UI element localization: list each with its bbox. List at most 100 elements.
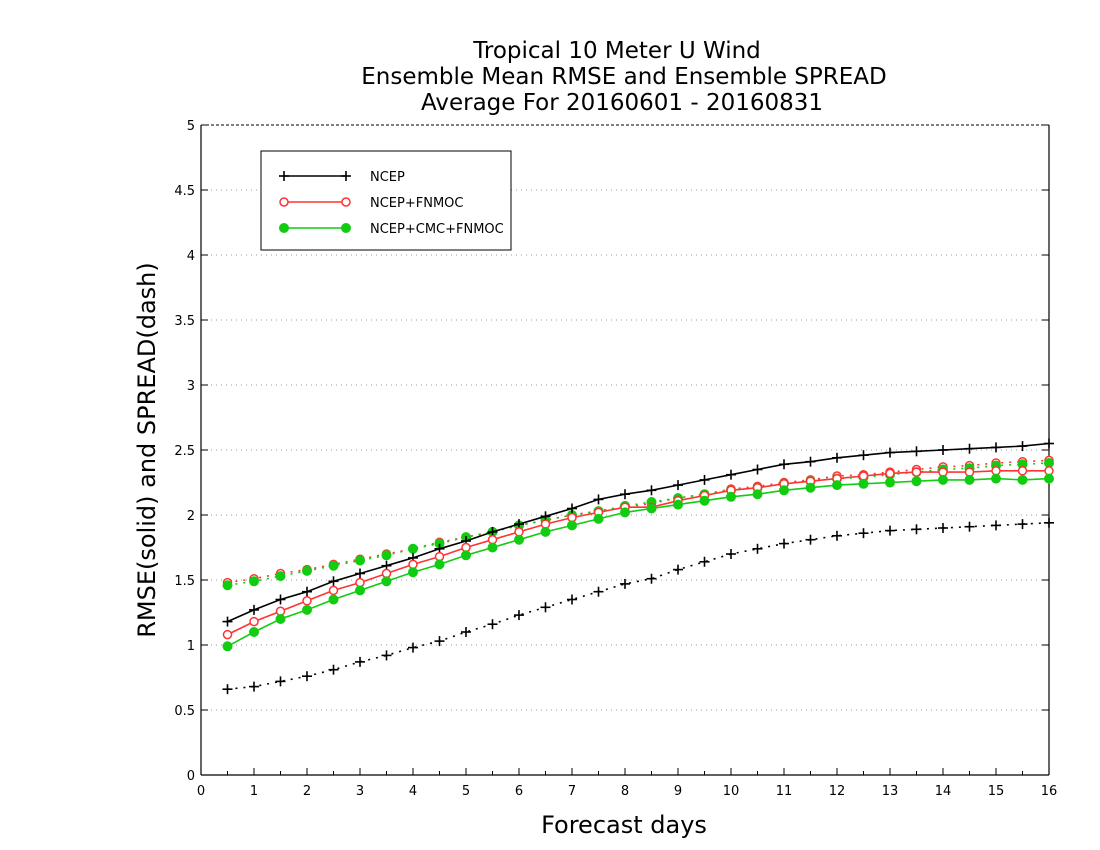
series-4-point-23 [832, 480, 842, 491]
y-tick-label-7: 3.5 [174, 314, 195, 329]
series-layer [222, 438, 1054, 695]
series-0-point-31 [1044, 438, 1054, 449]
y-axis-label: RMSE(solid) and SPREAD(dash) [133, 262, 161, 638]
series-2-point-26 [911, 467, 922, 477]
series-4-point-13 [567, 520, 577, 531]
series-0-point-0 [222, 616, 233, 627]
series-0-point-13 [567, 503, 577, 514]
legend-label-2: NCEP+CMC+FNMOC [370, 222, 504, 237]
y-tick-label-9: 4.5 [174, 184, 195, 199]
y-tick-label-2: 1 [187, 639, 195, 654]
series-2-point-0 [222, 629, 233, 640]
series-0-point-26 [911, 446, 922, 457]
series-3 [222, 455, 1054, 588]
series-1-point-17 [673, 564, 683, 575]
series-1-point-21 [779, 538, 789, 549]
series-1-point-12 [540, 602, 551, 613]
x-tick-label-5: 5 [462, 784, 470, 799]
axes: 00.511.522.533.544.550 1 2 3 4 5 6 7 8 9 10 11 12 13 1… [174, 119, 1057, 799]
series-5-point-0 [222, 580, 233, 591]
series-4-point-27 [938, 474, 948, 485]
y-tick-label-0: 0 [187, 769, 195, 784]
x-tick-label-6: 6 [515, 784, 523, 799]
series-1-point-5 [355, 656, 365, 667]
series-5-point-2 [275, 571, 286, 582]
chart-title-line-2: Ensemble Mean RMSE and Ensemble SPREAD [361, 64, 886, 90]
legend-marker-left-1 [279, 197, 289, 207]
x-tick-label-16: 16 [1041, 784, 1058, 799]
series-0-line [227, 442, 1050, 623]
series-0-point-17 [673, 480, 683, 491]
series-5-point-1 [249, 576, 259, 587]
series-4-line [227, 477, 1050, 648]
series-0-point-19 [726, 469, 736, 480]
series-4-point-1 [249, 627, 259, 637]
series-1-point-1 [249, 681, 259, 692]
series-2-point-13 [567, 512, 577, 523]
series-4-point-10 [487, 542, 498, 553]
x-tick-label-3: 3 [356, 784, 364, 799]
series-4-point-5 [355, 585, 365, 596]
series-0-point-20 [752, 464, 763, 475]
x-tick-label-2: 2 [303, 784, 311, 799]
x-tick-label-11: 11 [776, 784, 793, 799]
series-4-point-11 [514, 534, 524, 545]
series-2-point-31 [1044, 466, 1054, 476]
series-5-point-5 [355, 555, 365, 566]
series-1-point-3 [302, 671, 312, 682]
x-tick-label-10: 10 [723, 784, 740, 799]
x-tick-label-4: 4 [409, 784, 417, 799]
series-1-point-23 [832, 530, 842, 541]
series-3-line [227, 459, 1050, 584]
series-1-point-13 [567, 594, 577, 605]
series-2-point-1 [249, 616, 259, 627]
series-1-point-11 [514, 610, 524, 621]
series-0-point-5 [355, 568, 365, 579]
series-5-point-4 [328, 560, 339, 571]
legend-entry-2: NCEP+CMC+FNMOC [279, 222, 504, 237]
series-2-point-29 [991, 466, 1001, 476]
y-tick-label-3: 1.5 [174, 574, 195, 589]
series-0-point-3 [302, 586, 312, 597]
series-2-point-4 [328, 585, 339, 596]
series-0-point-30 [1017, 441, 1028, 452]
legend-marker-left-2 [279, 223, 289, 233]
series-0-point-21 [779, 459, 789, 470]
series-4-point-19 [726, 491, 736, 502]
legend-entry-1: NCEP+FNMOC [279, 196, 463, 211]
series-0-point-24 [858, 450, 869, 461]
series-0-point-18 [699, 474, 710, 485]
chart-title-line-3: Average For 20160601 - 20160831 [421, 90, 823, 116]
x-tick-label-13: 13 [882, 784, 899, 799]
series-4-point-15 [620, 507, 630, 518]
series-4-point-26 [911, 476, 922, 487]
series-1-point-19 [726, 549, 736, 559]
legend-label-0: NCEP [370, 170, 405, 185]
series-4-point-0 [222, 641, 233, 652]
series-4-point-9 [461, 550, 471, 561]
x-tick-label-1: 1 [250, 784, 258, 799]
series-1-line [227, 522, 1050, 690]
series-4-point-8 [434, 559, 445, 570]
y-tick-label-6: 3 [187, 379, 195, 394]
grid [201, 189, 1049, 711]
x-tick-label-0: 0 [197, 784, 205, 799]
chart-title: Tropical 10 Meter U Wind Ensemble Mean R… [361, 38, 886, 116]
series-1-point-16 [646, 573, 657, 584]
series-4 [222, 473, 1054, 652]
series-4-point-30 [1017, 474, 1028, 485]
series-2-point-5 [355, 577, 365, 588]
series-1-point-20 [752, 543, 763, 554]
legend-label-1: NCEP+FNMOC [370, 196, 463, 211]
x-tick-label-8: 8 [621, 784, 629, 799]
x-tick-label-7: 7 [568, 784, 576, 799]
series-1-point-26 [911, 524, 922, 535]
series-5 [222, 458, 1054, 591]
chart-title-line-1: Tropical 10 Meter U Wind [472, 38, 761, 64]
series-1-point-4 [328, 664, 339, 675]
legend-box [260, 150, 512, 251]
series-1-point-30 [1017, 519, 1028, 530]
series-4-point-29 [991, 473, 1001, 484]
series-1-point-24 [858, 528, 869, 539]
